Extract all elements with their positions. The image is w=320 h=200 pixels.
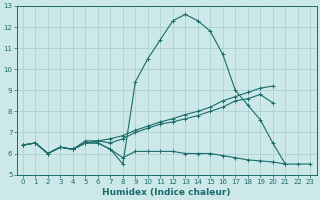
X-axis label: Humidex (Indice chaleur): Humidex (Indice chaleur) [102, 188, 231, 197]
